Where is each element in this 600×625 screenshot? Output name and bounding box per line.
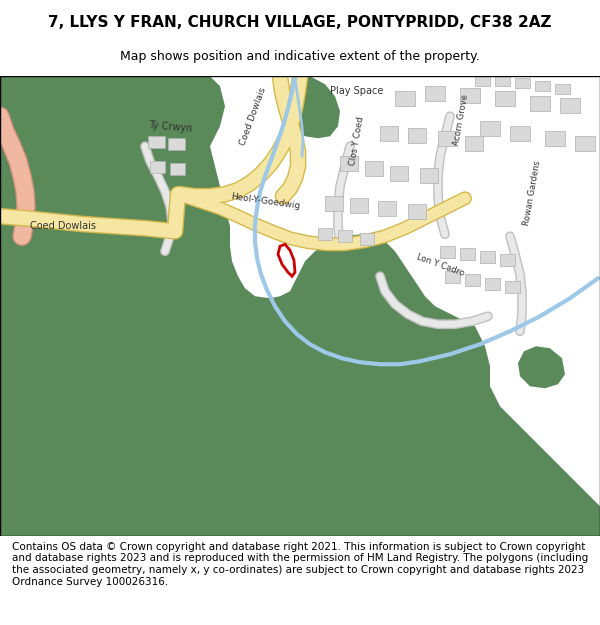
Polygon shape <box>440 246 455 258</box>
Text: Coed Dowlais: Coed Dowlais <box>30 221 96 231</box>
Polygon shape <box>495 76 510 86</box>
Polygon shape <box>445 271 460 283</box>
Polygon shape <box>395 91 415 106</box>
Polygon shape <box>515 78 530 88</box>
Polygon shape <box>148 136 165 148</box>
Polygon shape <box>168 138 185 150</box>
Polygon shape <box>465 274 480 286</box>
Polygon shape <box>0 76 70 171</box>
Polygon shape <box>150 161 165 173</box>
Text: Heol-Y-Goedwig: Heol-Y-Goedwig <box>230 192 301 211</box>
Polygon shape <box>285 76 340 138</box>
Polygon shape <box>560 98 580 113</box>
Text: Contains OS data © Crown copyright and database right 2021. This information is : Contains OS data © Crown copyright and d… <box>12 542 588 587</box>
Text: Play Space: Play Space <box>330 86 383 96</box>
Polygon shape <box>338 230 352 242</box>
Polygon shape <box>438 131 455 146</box>
Polygon shape <box>530 96 550 111</box>
Polygon shape <box>408 204 426 219</box>
Polygon shape <box>460 248 475 260</box>
Polygon shape <box>480 251 495 263</box>
Polygon shape <box>365 161 383 176</box>
Text: 7, LLYS Y FRAN, CHURCH VILLAGE, PONTYPRIDD, CF38 2AZ: 7, LLYS Y FRAN, CHURCH VILLAGE, PONTYPRI… <box>48 15 552 30</box>
Polygon shape <box>425 86 445 101</box>
Polygon shape <box>575 136 595 151</box>
Polygon shape <box>380 126 398 141</box>
Polygon shape <box>535 81 550 91</box>
Polygon shape <box>545 131 565 146</box>
Polygon shape <box>325 196 343 211</box>
Polygon shape <box>170 163 185 175</box>
Polygon shape <box>500 254 515 266</box>
Polygon shape <box>378 201 396 216</box>
Text: Map shows position and indicative extent of the property.: Map shows position and indicative extent… <box>120 50 480 62</box>
Polygon shape <box>518 346 565 388</box>
Polygon shape <box>318 228 332 240</box>
Polygon shape <box>350 198 368 213</box>
Text: Lon Y Cadro: Lon Y Cadro <box>415 253 465 278</box>
Polygon shape <box>495 91 515 106</box>
Text: Coed Dowlais: Coed Dowlais <box>238 86 268 146</box>
Polygon shape <box>340 156 358 171</box>
Polygon shape <box>0 76 600 536</box>
Polygon shape <box>485 278 500 290</box>
Polygon shape <box>420 168 438 183</box>
Text: Clos Y Coed: Clos Y Coed <box>348 116 365 166</box>
Polygon shape <box>360 233 374 245</box>
Polygon shape <box>555 84 570 94</box>
Text: Rowan Gardens: Rowan Gardens <box>522 160 542 226</box>
Polygon shape <box>460 88 480 103</box>
Polygon shape <box>505 281 520 293</box>
Text: Ty Crwyn: Ty Crwyn <box>148 121 193 134</box>
Polygon shape <box>465 136 483 151</box>
Polygon shape <box>475 76 490 86</box>
Text: Acorn Grove: Acorn Grove <box>452 94 470 146</box>
Polygon shape <box>510 126 530 141</box>
Polygon shape <box>390 166 408 181</box>
Polygon shape <box>480 121 500 136</box>
Polygon shape <box>408 128 426 143</box>
Polygon shape <box>0 76 225 316</box>
